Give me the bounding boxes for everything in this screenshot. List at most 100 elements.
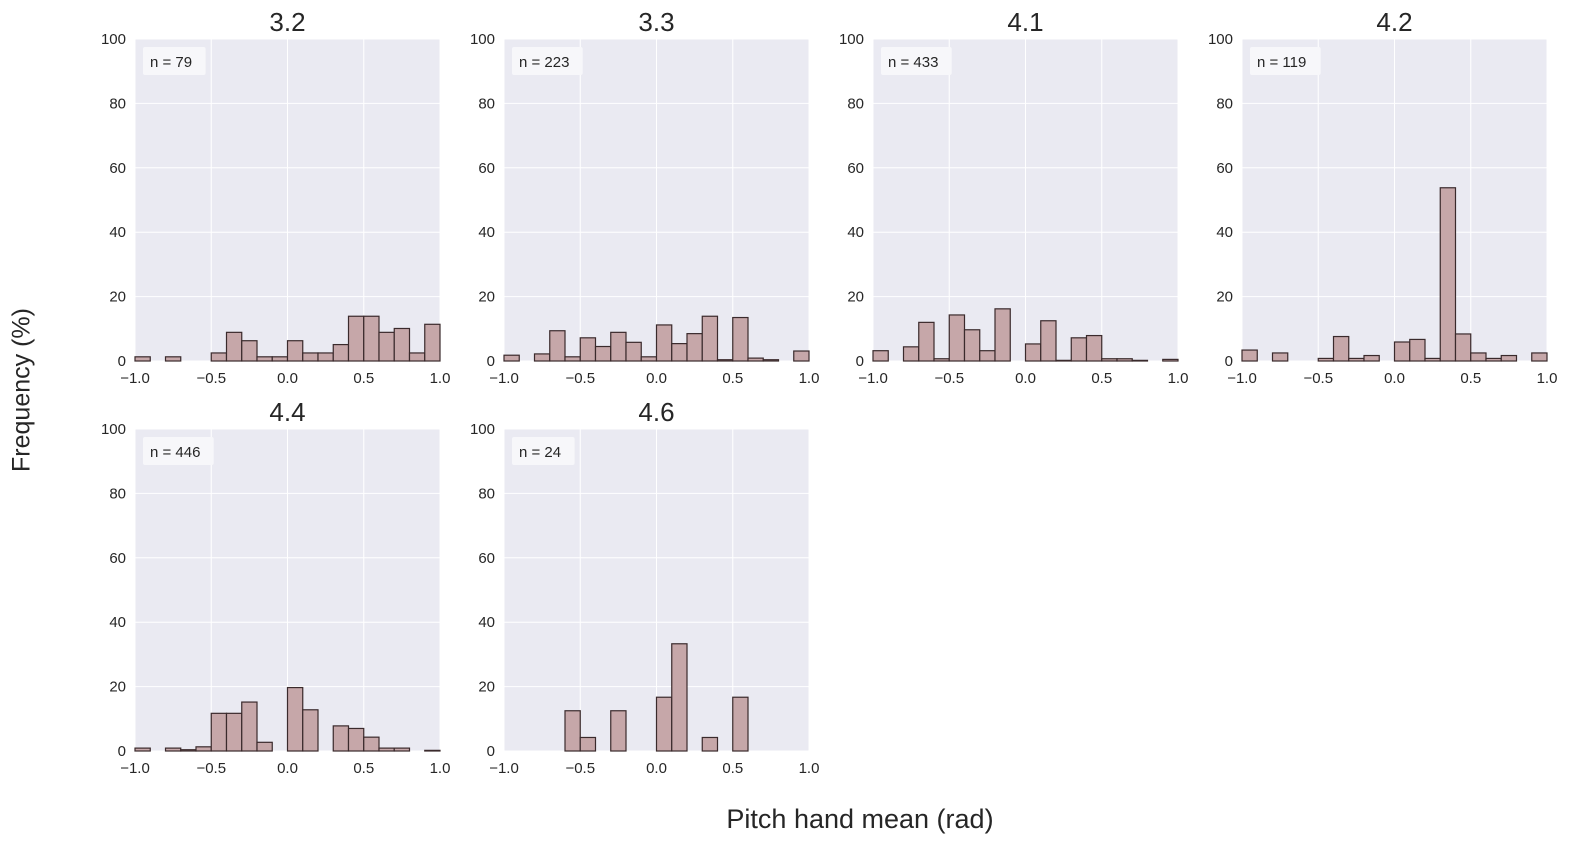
y-tick-label: 20	[109, 289, 126, 306]
histogram-bar	[1470, 352, 1487, 362]
histogram-panel: 0 20 40 60 80 100 −1.0 −0.5 0.0 0.5 1.0 4.4 n = 446	[101, 397, 450, 777]
x-axis-label: Pitch hand mean (rad)	[726, 804, 994, 834]
y-tick-label: 40	[1216, 224, 1233, 241]
x-tick-label: −0.5	[565, 370, 595, 387]
y-tick-label: 80	[109, 95, 126, 112]
sample-size-annotation: n = 446	[150, 444, 200, 461]
histogram-bar	[933, 358, 950, 362]
histogram-panel: 0 20 40 60 80 100 −1.0 −0.5 0.0 0.5 1.0 4.1 n = 433	[839, 7, 1188, 387]
y-tick-label: 40	[478, 614, 495, 631]
y-tick-label: 20	[478, 679, 495, 696]
y-tick-label: 80	[478, 485, 495, 502]
histogram-bar	[610, 331, 627, 362]
x-tick-label: 1.0	[799, 370, 820, 387]
histogram-bar	[134, 356, 151, 362]
histogram-bar	[332, 343, 350, 362]
sample-size-annotation: n = 119	[1257, 54, 1306, 71]
y-tick-label: 20	[1216, 289, 1233, 306]
x-tick-label: 1.0	[430, 760, 451, 777]
y-tick-label: 20	[478, 289, 495, 306]
annotation-box	[512, 437, 575, 465]
histogram-bar	[363, 315, 380, 362]
x-tick-label: −0.5	[565, 760, 595, 777]
y-tick-label: 0	[1225, 353, 1233, 370]
y-tick-label: 100	[470, 421, 495, 438]
histogram-bar	[241, 340, 258, 362]
histogram-bar	[1348, 357, 1365, 362]
histogram-bar	[1317, 357, 1335, 362]
annotation-box	[881, 47, 952, 75]
histogram-bar	[1024, 343, 1042, 362]
histogram-bar	[1055, 359, 1072, 362]
histogram-bar	[286, 686, 304, 752]
histogram-bar	[963, 329, 981, 362]
histogram-bar	[424, 749, 441, 752]
histogram-bar	[902, 346, 920, 362]
x-tick-label: 0.0	[277, 760, 298, 777]
annotation-box	[143, 47, 206, 75]
histogram-bar	[393, 327, 411, 362]
y-tick-label: 0	[118, 353, 126, 370]
histogram-bar	[1409, 338, 1426, 362]
histogram-bar	[1332, 335, 1350, 362]
x-tick-label: −0.5	[196, 370, 226, 387]
y-tick-label: 100	[839, 31, 864, 48]
histogram-bar	[286, 340, 304, 362]
x-tick-label: 1.0	[799, 760, 820, 777]
histogram-bar	[747, 357, 764, 362]
histogram-bar	[225, 331, 243, 362]
y-tick-label: 40	[109, 224, 126, 241]
histogram-panel: 0 20 40 60 80 100 −1.0 −0.5 0.0 0.5 1.0 3.3 n = 223	[470, 7, 819, 387]
histogram-bar	[533, 353, 551, 362]
histogram-bar	[793, 350, 810, 362]
y-tick-label: 20	[109, 679, 126, 696]
x-tick-label: 1.0	[1537, 370, 1558, 387]
annotation-box	[1250, 47, 1321, 75]
x-tick-label: 0.5	[1460, 370, 1481, 387]
histogram-bar	[625, 341, 642, 362]
histogram-panel: 0 20 40 60 80 100 −1.0 −0.5 0.0 0.5 1.0 3.2 n = 79	[101, 7, 450, 387]
annotation-box	[143, 437, 214, 465]
histogram-bar	[1363, 354, 1380, 362]
y-tick-label: 40	[847, 224, 864, 241]
histogram-bar	[271, 356, 289, 362]
y-tick-label: 100	[470, 31, 495, 48]
histogram-bar	[1116, 358, 1133, 362]
x-tick-label: 0.0	[646, 370, 667, 387]
histogram-bar	[701, 736, 719, 752]
histogram-bar	[979, 350, 996, 362]
histogram-bar	[655, 324, 673, 362]
histogram-bar	[594, 345, 612, 362]
histogram-bar	[180, 749, 197, 752]
histogram-bar	[164, 747, 182, 752]
histogram-bar	[1085, 334, 1103, 362]
y-tick-label: 80	[1216, 95, 1233, 112]
y-tick-label: 40	[478, 224, 495, 241]
histogram-bar	[564, 356, 581, 362]
histogram-bar	[503, 354, 520, 362]
histogram-bar	[640, 356, 658, 362]
histogram-bar	[347, 315, 365, 362]
histogram-bar	[994, 308, 1011, 362]
y-tick-label: 60	[478, 550, 495, 567]
histogram-bar	[256, 741, 273, 752]
histogram-bar	[347, 727, 365, 752]
histogram-bar	[872, 350, 889, 362]
y-tick-label: 0	[118, 743, 126, 760]
histogram-bar	[1500, 354, 1518, 362]
sample-size-annotation: n = 24	[519, 444, 561, 461]
y-tick-label: 100	[1208, 31, 1233, 48]
y-tick-label: 60	[109, 550, 126, 567]
histogram-bar	[164, 356, 182, 362]
y-tick-label: 80	[847, 95, 864, 112]
histogram-bar	[655, 696, 673, 752]
x-tick-label: 0.0	[646, 760, 667, 777]
histogram-bar	[579, 337, 597, 362]
y-tick-label: 100	[101, 31, 126, 48]
histogram-bar	[424, 323, 441, 362]
x-tick-label: 0.5	[353, 370, 374, 387]
histogram-bar	[256, 356, 273, 362]
histogram-bar	[1531, 352, 1548, 362]
panel-title: 4.1	[1007, 7, 1043, 37]
histogram-bar	[1070, 337, 1088, 362]
